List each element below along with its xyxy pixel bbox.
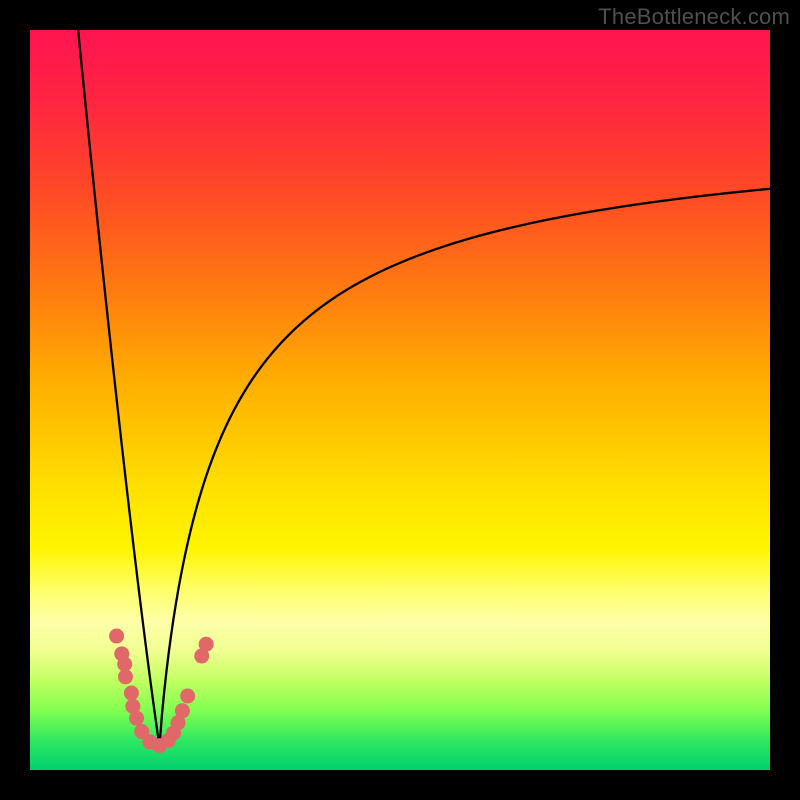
data-point <box>124 686 139 701</box>
chart-svg <box>0 0 800 800</box>
data-point <box>118 669 133 684</box>
chart-stage: TheBottleneck.com <box>0 0 800 800</box>
data-point <box>109 629 124 644</box>
data-point <box>129 711 144 726</box>
data-point <box>199 637 214 652</box>
attribution-text: TheBottleneck.com <box>598 4 790 30</box>
data-point <box>175 703 190 718</box>
plot-background <box>30 30 770 770</box>
data-point <box>180 689 195 704</box>
